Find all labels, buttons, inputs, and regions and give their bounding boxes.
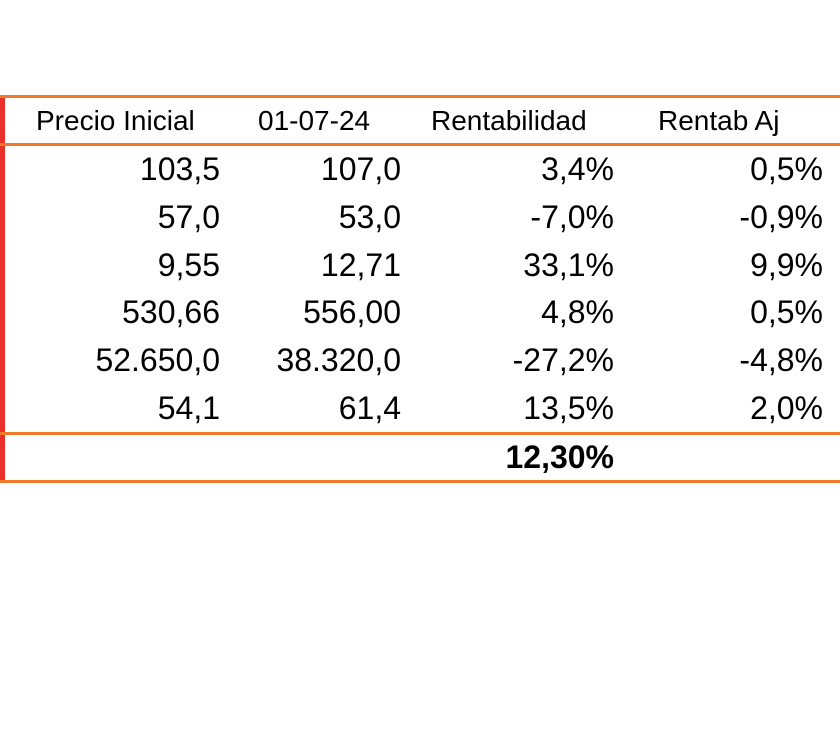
header-precio-inicial: Precio Inicial bbox=[36, 105, 195, 136]
cell-rentabilidad: 33,1% bbox=[523, 246, 614, 283]
cell-date-price: 38.320,0 bbox=[276, 342, 401, 379]
cell-rentabilidad: 13,5% bbox=[523, 389, 614, 426]
table-left-border bbox=[0, 95, 5, 483]
table-row: 103,5 107,0 3,4% 0,5% bbox=[0, 146, 840, 194]
cell-rentab-aj: -4,8% bbox=[739, 342, 823, 379]
cell-rentab-aj: 0,5% bbox=[750, 151, 823, 187]
cell-rentab-aj: 9,9% bbox=[750, 246, 823, 283]
cell-date-price: 12,71 bbox=[320, 246, 401, 283]
table-row: 57,0 53,0 -7,0% -0,9% bbox=[0, 194, 840, 242]
table-body: 103,5 107,0 3,4% 0,5% 57,0 53,0 -7,0% -0… bbox=[0, 146, 840, 433]
total-top-border bbox=[0, 432, 840, 435]
table-bottom-border bbox=[0, 480, 840, 483]
header-rentabilidad: Rentabilidad bbox=[431, 105, 587, 136]
table-row: 530,66 556,00 4,8% 0,5% bbox=[0, 289, 840, 337]
table-row: 9,55 12,71 33,1% 9,9% bbox=[0, 242, 840, 290]
cell-rentabilidad: -7,0% bbox=[530, 198, 614, 235]
header-bottom-border bbox=[0, 143, 840, 146]
table-row: 54,1 61,4 13,5% 2,0% bbox=[0, 385, 840, 433]
cell-precio-inicial: 103,5 bbox=[139, 151, 220, 187]
cell-rentabilidad: -27,2% bbox=[512, 342, 614, 379]
cell-precio-inicial: 530,66 bbox=[122, 294, 220, 331]
cell-rentab-aj: -0,9% bbox=[739, 198, 823, 235]
cell-precio-inicial: 52.650,0 bbox=[95, 342, 220, 379]
header-rentab-aj: Rentab Aj bbox=[658, 105, 780, 136]
table-top-border bbox=[0, 95, 840, 98]
table-row: 52.650,0 38.320,0 -27,2% -4,8% bbox=[0, 337, 840, 385]
cell-date-price: 53,0 bbox=[338, 198, 401, 235]
cell-date-price: 107,0 bbox=[320, 151, 401, 187]
cell-rentab-aj: 0,5% bbox=[750, 294, 823, 331]
cell-precio-inicial: 57,0 bbox=[157, 198, 220, 235]
header-date: 01-07-24 bbox=[258, 105, 371, 136]
table-header-row: Precio Inicial 01-07-24 Rentabilidad Ren… bbox=[0, 98, 840, 143]
cell-rentabilidad: 3,4% bbox=[541, 151, 614, 187]
cell-rentab-aj: 2,0% bbox=[750, 389, 823, 426]
cell-precio-inicial: 54,1 bbox=[157, 389, 220, 426]
total-rentabilidad: 12,30% bbox=[505, 439, 614, 475]
table-total-row: 12,30% bbox=[0, 435, 840, 480]
cell-precio-inicial: 9,55 bbox=[157, 246, 220, 283]
cell-date-price: 556,00 bbox=[303, 294, 401, 331]
cell-rentabilidad: 4,8% bbox=[541, 294, 614, 331]
cell-date-price: 61,4 bbox=[338, 389, 401, 426]
